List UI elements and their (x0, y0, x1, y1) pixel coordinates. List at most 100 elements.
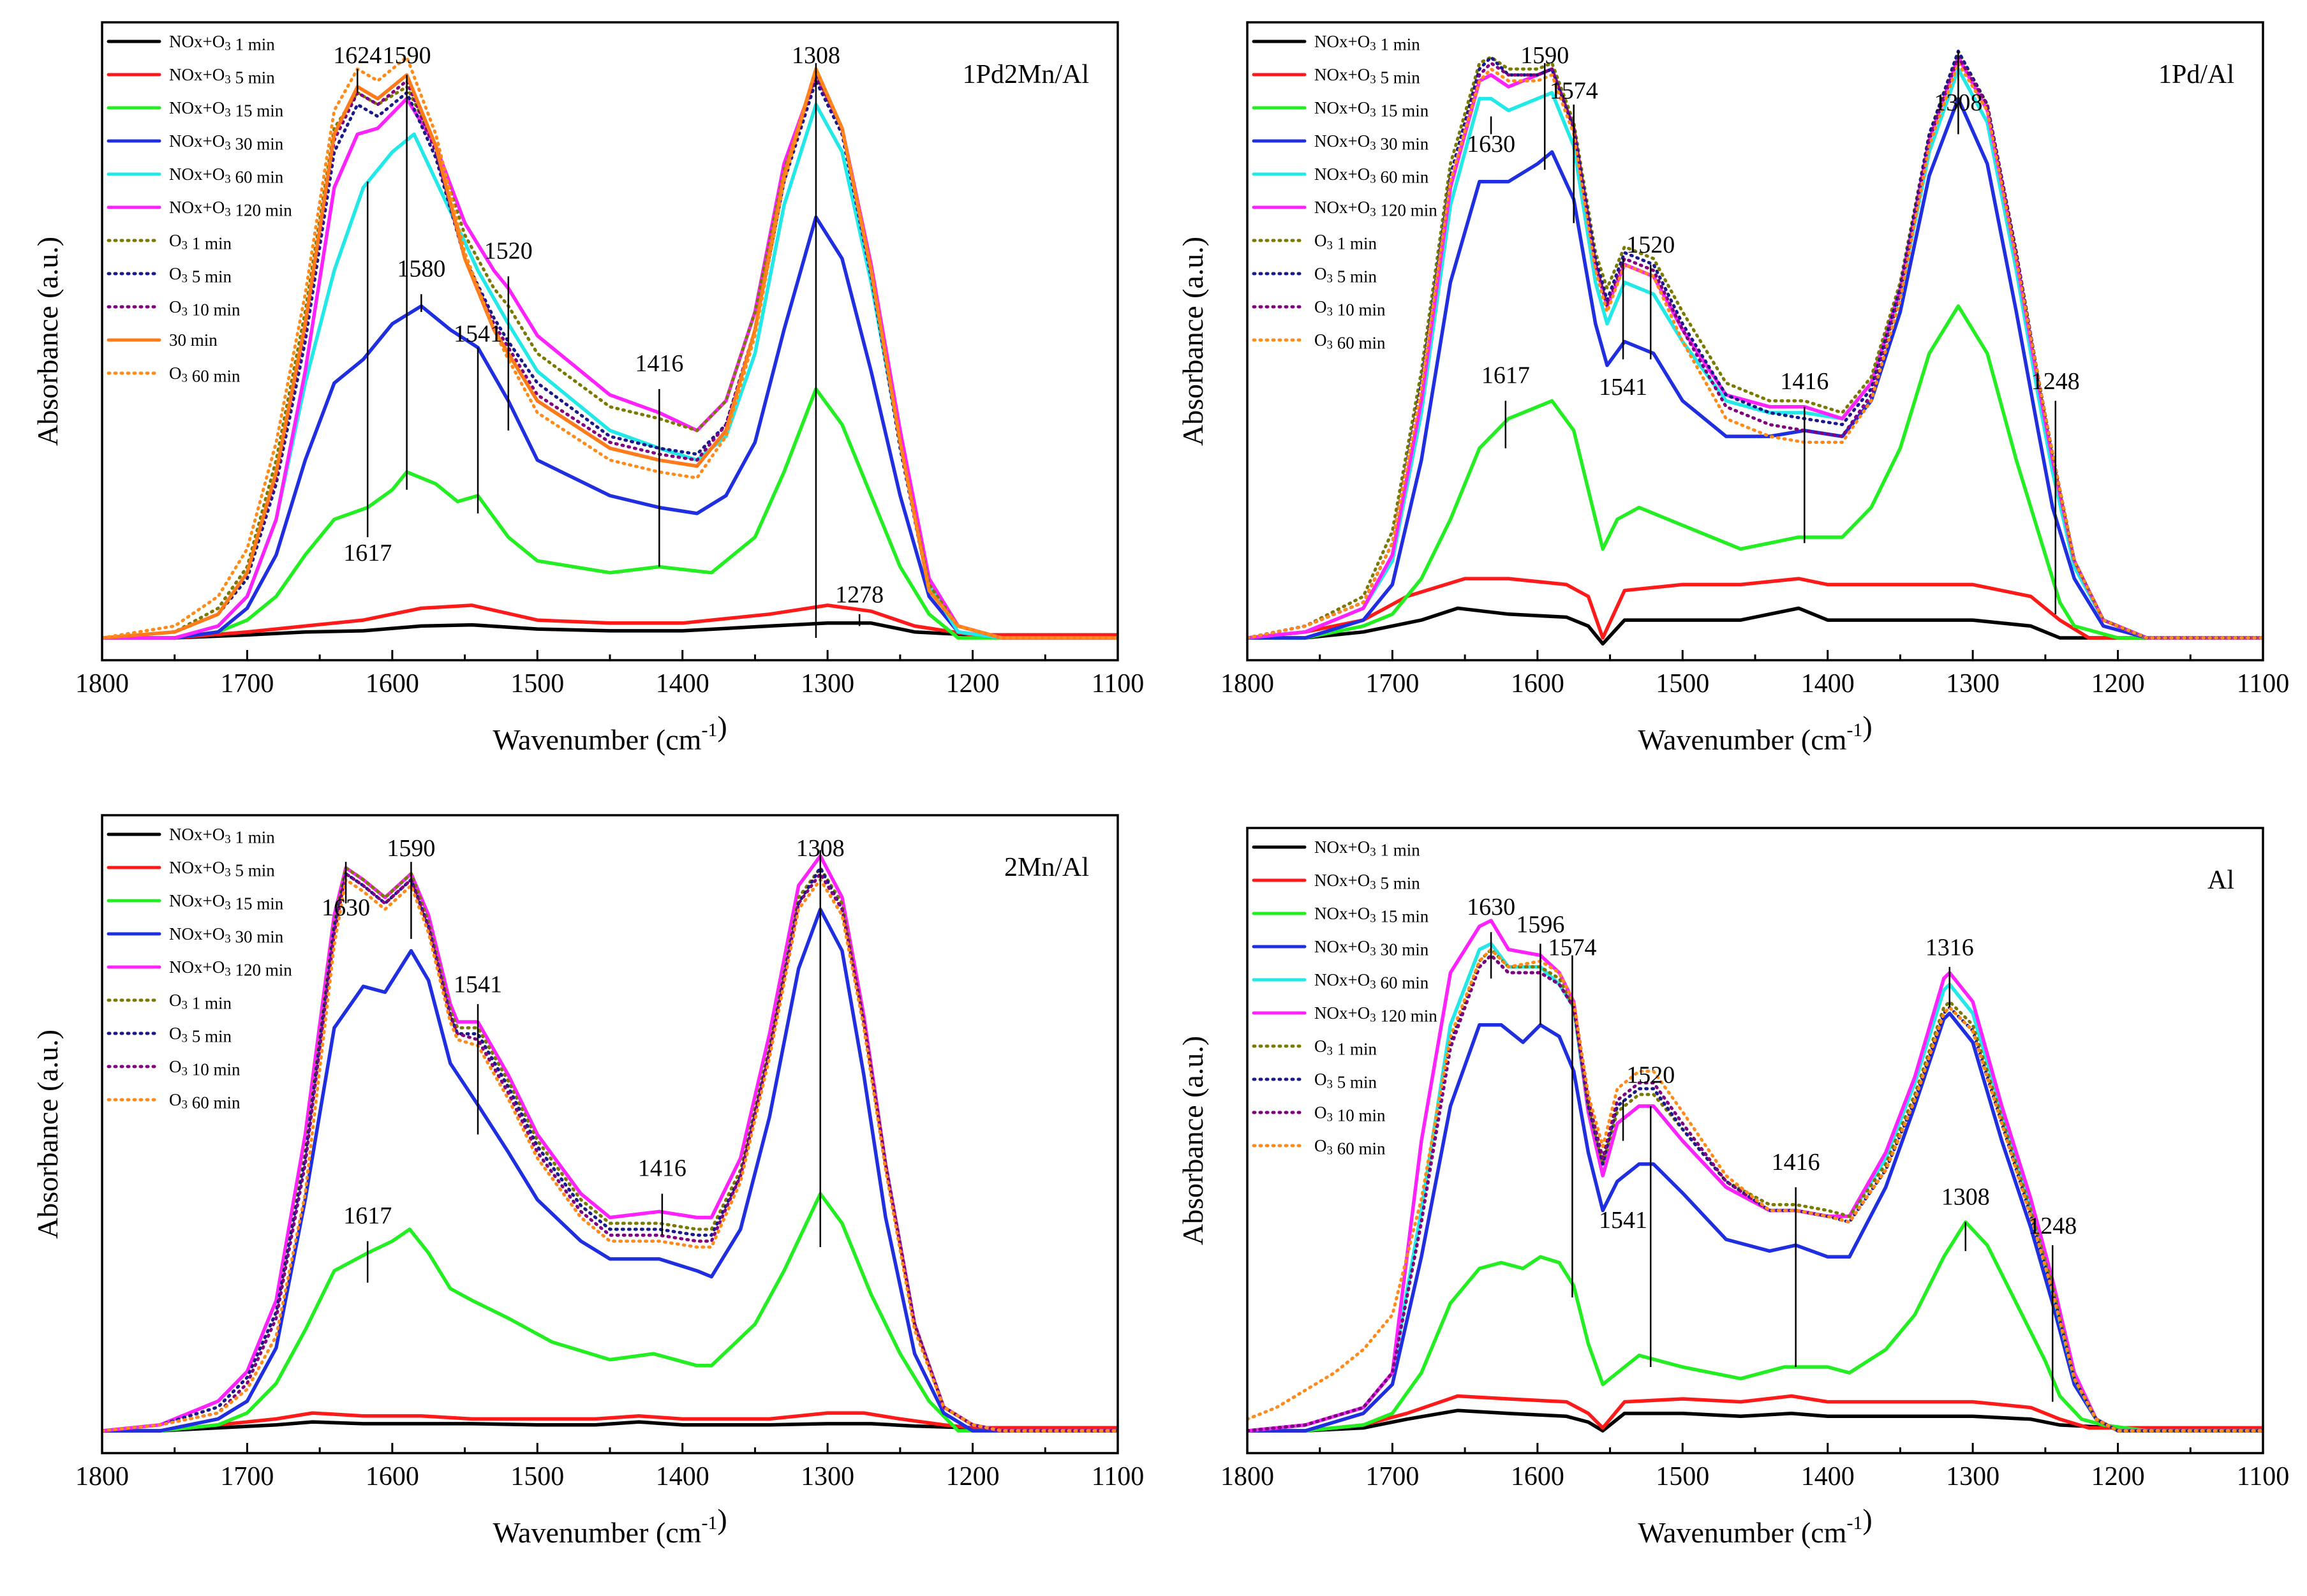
legend-label-o3-10-min: O3 10 min (169, 1057, 241, 1079)
series-group (1247, 919, 2263, 1433)
peak-label-1590: 1590 (387, 835, 435, 862)
series-line-o3-10-min (102, 872, 1118, 1433)
legend-label-nox-o3-5-min: NOx+O3 5 min (169, 65, 275, 87)
x-tick-label: 1300 (1946, 669, 1999, 698)
x-tick-label: 1300 (801, 1462, 854, 1491)
series-line-o3-5-min (102, 866, 1118, 1433)
x-tick-label: 1300 (801, 669, 854, 698)
legend-label-o3-5-min: O3 5 min (1314, 264, 1377, 286)
x-tick-label: 1600 (366, 669, 419, 698)
legend-label-nox-o3-120-min: NOx+O3 120 min (169, 198, 292, 220)
series-line-o3-60-min (102, 878, 1118, 1433)
panels: 1624 1590 13081580152015411416161712781800… (31, 21, 2289, 1549)
y-axis-label: Absorbance (a.u.) (31, 237, 64, 446)
peak-label-1520: 1520 (1626, 232, 1675, 258)
legend-label-nox-o3-120-min: NOx+O3 120 min (1314, 198, 1437, 220)
x-tick-label: 1200 (2091, 1462, 2145, 1491)
legend-label-o3-10-min: O3 10 min (169, 297, 241, 320)
legend-label-nox-o3-15-min: NOx+O3 15 min (1314, 98, 1429, 121)
series-line-nox-o3-1-min (1247, 606, 2263, 646)
series-line-nox-o3-15-min (1247, 1220, 2263, 1433)
series-group (1247, 49, 2263, 646)
peak-label-1248: 1248 (2031, 368, 2080, 395)
peak-label-1308: 1308 (1941, 1183, 1990, 1210)
legend-label-nox-o3-30-min: NOx+O3 30 min (1314, 131, 1429, 154)
series-line-30-min (102, 67, 1118, 640)
legend: NOx+O3 1 min NOx+O3 5 min NOx+O3 15 min NOx… (1252, 32, 1437, 353)
x-tick-label: 1500 (510, 1462, 564, 1491)
x-tick-label: 1700 (220, 1462, 274, 1491)
peak-label-1278: 1278 (835, 581, 884, 608)
legend-label-o3-60-min: O3 60 min (169, 1090, 241, 1112)
x-tick-label: 1400 (1801, 1462, 1855, 1491)
series-line-nox-o3-5-min (1247, 577, 2263, 640)
x-tick-label: 1600 (366, 1462, 419, 1491)
x-tick-label: 1300 (1946, 1462, 1999, 1491)
legend-label-nox-o3-1-min: NOx+O3 1 min (169, 825, 275, 847)
legend: NOx+O3 1 min NOx+O3 5 min NOx+O3 15 min NOx… (107, 32, 292, 386)
x-tick-label: 1800 (1220, 1462, 1274, 1491)
peak-label-1630: 1630 (1467, 131, 1515, 158)
peak-label-1580: 1580 (397, 255, 445, 282)
series-line-o3-5-min (1247, 49, 2263, 640)
x-tick-label: 1100 (1092, 669, 1144, 698)
legend-label-nox-o3-30-min: NOx+O3 30 min (1314, 937, 1429, 959)
peak-label-1541: 1541 (1599, 1207, 1647, 1234)
legend-label-o3-5-min: O3 5 min (169, 264, 232, 286)
legend-label-nox-o3-15-min: NOx+O3 15 min (169, 891, 284, 913)
peak-label-1416: 1416 (1772, 1149, 1820, 1176)
series-line-nox-o3-1-min (102, 1420, 1118, 1433)
peak-label-1541: 1541 (454, 972, 502, 998)
sample-label: 1Pd/Al (2158, 60, 2234, 89)
chart-panel-1pd2mn-al: 1624 1590 1308 1580 1520 1541 1416 1617 1278 1800… (31, 21, 1144, 756)
legend-label-o3-60-min: O3 60 min (1314, 330, 1386, 353)
legend-label-o3-1-min: O3 1 min (169, 231, 232, 253)
peak-label-1308: 1308 (792, 42, 840, 69)
legend-label-nox-o3-5-min: NOx+O3 5 min (1314, 871, 1420, 893)
legend-label-o3-5-min: O3 5 min (1314, 1070, 1377, 1092)
series-line-nox-o3-120-min (1247, 919, 2263, 1433)
series-line-o3-1-min (1247, 49, 2263, 640)
series-group (102, 854, 1118, 1433)
x-tick-label: 1800 (75, 1462, 129, 1491)
x-tick-label: 1700 (220, 669, 274, 698)
series-group (102, 55, 1118, 640)
peak-label-1630: 1630 (1467, 894, 1515, 920)
legend-label-o3-1-min: O3 1 min (1314, 1037, 1377, 1059)
series-line-nox-o3-30-min (102, 907, 1118, 1433)
legend-label-nox-o3-30-min: NOx+O3 30 min (169, 131, 284, 154)
x-tick-label: 1500 (1656, 1462, 1709, 1491)
x-tick-label: 1400 (656, 1462, 709, 1491)
legend-label-o3-5-min: O3 5 min (169, 1024, 232, 1046)
legend-label-30-min: 30 min (169, 330, 218, 350)
series-line-nox-o3-30-min (1247, 96, 2263, 640)
legend-label-nox-o3-5-min: NOx+O3 5 min (1314, 65, 1420, 87)
series-line-o3-1-min (102, 866, 1118, 1433)
series-line-nox-o3-5-min (102, 603, 1118, 640)
legend-label-o3-10-min: O3 10 min (1314, 1103, 1386, 1125)
sample-label: 2Mn/Al (1004, 853, 1089, 882)
peak-label-1574: 1574 (1550, 78, 1598, 105)
peak-label-1520: 1520 (1626, 1062, 1675, 1089)
x-tick-label: 1100 (2237, 1462, 2289, 1491)
peak-label-1617: 1617 (343, 1202, 392, 1229)
peak-label-1541: 1541 (1599, 374, 1647, 401)
peak-label-1574: 1574 (1548, 935, 1596, 961)
x-tick-label: 1200 (946, 669, 1000, 698)
series-line-nox-o3-1-min (1247, 1408, 2263, 1433)
y-axis-label: Absorbance (a.u.) (1176, 237, 1209, 446)
x-tick-label: 1500 (1656, 669, 1709, 698)
x-axis-label: Wavenumber (cm-1) (1638, 1503, 1872, 1549)
series-line-o3-60-min (1247, 948, 2263, 1433)
x-tick-label: 1400 (1801, 669, 1855, 698)
series-line-o3-5-min (102, 79, 1118, 640)
x-tick-label: 1100 (1092, 1462, 1144, 1491)
peak-label-1416: 1416 (1780, 368, 1829, 395)
peak-label-1590: 1590 (383, 42, 431, 69)
x-axis-label: Wavenumber (cm-1) (493, 710, 727, 756)
legend-label-o3-1-min: O3 1 min (169, 991, 232, 1013)
legend-label-o3-60-min: O3 60 min (1314, 1136, 1386, 1158)
series-line-nox-o3-15-min (102, 387, 1118, 640)
legend-label-nox-o3-120-min: NOx+O3 120 min (169, 957, 292, 980)
x-axis-label: Wavenumber (cm-1) (493, 1503, 727, 1549)
